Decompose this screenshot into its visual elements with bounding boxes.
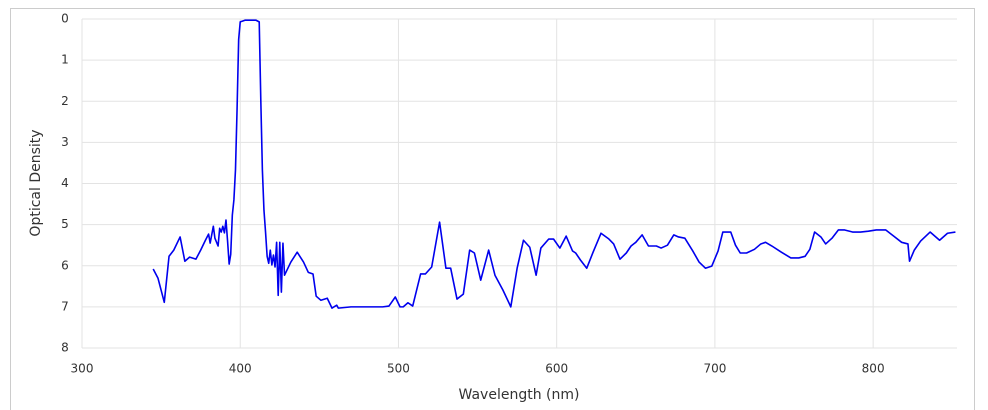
y-tick-label: 2 [61, 94, 69, 108]
y-tick-label: 0 [61, 12, 69, 26]
y-tick-label: 7 [61, 299, 69, 313]
y-tick-label: 3 [61, 135, 69, 149]
x-tick-label: 300 [71, 362, 94, 376]
data-line [152, 19, 956, 309]
y-tick-label: 5 [61, 217, 69, 231]
x-axis-title: Wavelength (nm) [459, 387, 580, 403]
x-tick-label: 800 [862, 362, 885, 376]
x-tick-label: 600 [545, 362, 568, 376]
x-tick-label: 400 [229, 362, 252, 376]
y-tick-label: 6 [61, 258, 69, 272]
x-tick-label: 500 [387, 362, 410, 376]
y-tick-label: 1 [61, 53, 69, 67]
y-tick-label: 4 [61, 176, 69, 190]
chart-frame [10, 8, 975, 410]
x-tick-label: 700 [703, 362, 726, 376]
y-axis-title: Optical Density [28, 129, 44, 236]
y-tick-label: 8 [61, 341, 69, 355]
